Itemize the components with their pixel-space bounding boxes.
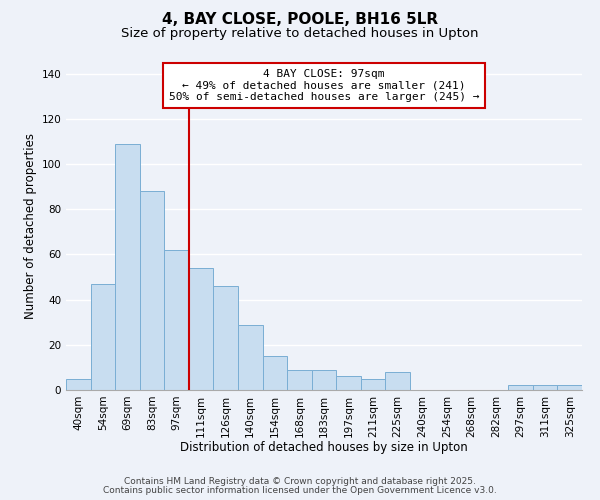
Text: Contains HM Land Registry data © Crown copyright and database right 2025.: Contains HM Land Registry data © Crown c… bbox=[124, 477, 476, 486]
Bar bbox=[533, 386, 557, 390]
Bar bbox=[557, 386, 582, 390]
Bar bbox=[312, 370, 336, 390]
Text: 4 BAY CLOSE: 97sqm
← 49% of detached houses are smaller (241)
50% of semi-detach: 4 BAY CLOSE: 97sqm ← 49% of detached hou… bbox=[169, 69, 479, 102]
Bar bbox=[336, 376, 361, 390]
X-axis label: Distribution of detached houses by size in Upton: Distribution of detached houses by size … bbox=[180, 441, 468, 454]
Bar bbox=[164, 250, 189, 390]
Bar bbox=[263, 356, 287, 390]
Bar bbox=[238, 324, 263, 390]
Bar bbox=[189, 268, 214, 390]
Bar bbox=[287, 370, 312, 390]
Bar bbox=[91, 284, 115, 390]
Y-axis label: Number of detached properties: Number of detached properties bbox=[24, 133, 37, 320]
Bar bbox=[508, 386, 533, 390]
Bar bbox=[140, 191, 164, 390]
Bar bbox=[115, 144, 140, 390]
Bar bbox=[66, 378, 91, 390]
Text: 4, BAY CLOSE, POOLE, BH16 5LR: 4, BAY CLOSE, POOLE, BH16 5LR bbox=[162, 12, 438, 28]
Text: Size of property relative to detached houses in Upton: Size of property relative to detached ho… bbox=[121, 28, 479, 40]
Bar bbox=[385, 372, 410, 390]
Bar bbox=[361, 378, 385, 390]
Bar bbox=[214, 286, 238, 390]
Text: Contains public sector information licensed under the Open Government Licence v3: Contains public sector information licen… bbox=[103, 486, 497, 495]
